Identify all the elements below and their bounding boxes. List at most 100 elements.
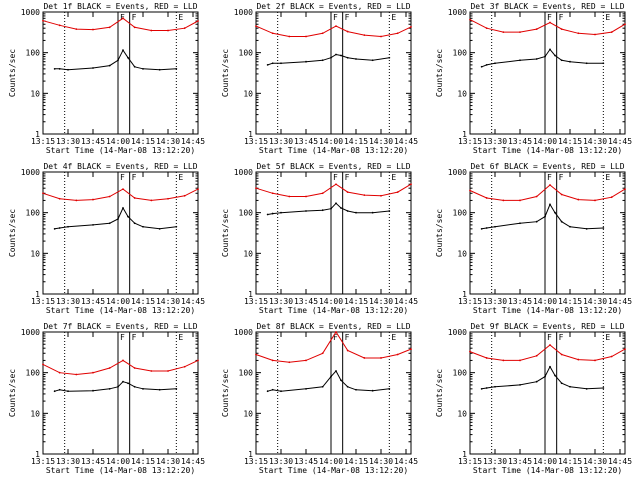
y-tick-label: 100 [26, 49, 41, 58]
marker-label: F [547, 333, 552, 342]
plot-frame [42, 11, 199, 135]
data-point-events [127, 382, 129, 385]
y-tick-label: 1 [248, 290, 253, 299]
marker-label: E [391, 173, 396, 182]
x-tick-label: 14:00 [106, 137, 130, 146]
marker-label: F [547, 173, 552, 182]
data-point-events [266, 390, 269, 393]
data-point-events [371, 59, 374, 62]
x-tick-label: 13:30 [269, 297, 293, 306]
x-tick-label: 14:00 [533, 297, 557, 306]
data-point-events [305, 387, 307, 390]
x-tick-label: 13:30 [56, 297, 80, 306]
data-point-events [108, 387, 111, 390]
data-point-lld [549, 21, 551, 24]
data-point-events [335, 370, 337, 372]
series-line-lld [42, 359, 199, 376]
marker-label: F [559, 333, 564, 342]
marker-label: E [605, 333, 610, 342]
data-point-lld [92, 198, 94, 201]
y-tick-label: 1000 [234, 8, 253, 17]
plot-frame [255, 11, 412, 135]
data-point-lld [363, 34, 366, 37]
x-tick-label: 13:45 [294, 457, 318, 466]
data-point-events [535, 58, 538, 60]
data-point-lld [594, 33, 596, 36]
data-point-lld [485, 197, 488, 199]
data-point-lld [197, 20, 199, 22]
series-line-lld [255, 331, 412, 363]
data-point-events [321, 385, 324, 388]
data-point-lld [167, 370, 169, 372]
series-line-lld [469, 344, 626, 361]
data-point-lld [594, 199, 596, 202]
data-point-lld [519, 359, 521, 362]
series-line-events [54, 49, 177, 71]
x-tick-label: 13:15 [244, 137, 268, 146]
data-point-events [480, 387, 483, 390]
data-point-lld [183, 365, 186, 368]
data-point-events [67, 225, 69, 228]
data-point-lld [305, 35, 307, 38]
data-point-events [494, 225, 496, 228]
data-point-lld [122, 188, 124, 190]
data-point-lld [150, 370, 153, 372]
panel-title: Det 5f BLACK = Events, RED = LLD [256, 162, 410, 171]
x-tick-label: 14:00 [533, 457, 557, 466]
data-point-events [175, 225, 178, 228]
data-point-events [53, 390, 56, 393]
x-tick-label: 14:45 [394, 137, 418, 146]
data-point-events [108, 64, 111, 67]
y-tick-label: 1000 [21, 168, 40, 177]
series-line-lld [255, 25, 412, 38]
marker-label: E [178, 333, 183, 342]
data-point-events [388, 210, 391, 212]
x-axis-label: Start Time (14-Mar-08 13:12:20) [46, 466, 195, 475]
data-point-events [266, 213, 269, 216]
data-point-events [271, 62, 274, 65]
panel-title: Det 8f BLACK = Events, RED = LLD [256, 322, 410, 331]
data-point-events [335, 53, 337, 56]
marker-label: F [333, 173, 338, 182]
data-point-lld [183, 27, 186, 30]
x-tick-label: 13:45 [81, 457, 105, 466]
data-point-events [388, 56, 391, 59]
data-point-lld [535, 354, 538, 357]
data-point-events [53, 227, 56, 230]
data-point-lld [108, 195, 111, 198]
x-tick-label: 13:15 [458, 297, 482, 306]
y-tick-label: 100 [26, 369, 41, 378]
y-tick-label: 1000 [448, 8, 467, 17]
data-point-lld [519, 199, 521, 202]
x-axis-label: Start Time (14-Mar-08 13:12:20) [473, 466, 622, 475]
y-tick-label: 1000 [234, 168, 253, 177]
x-tick-label: 13:15 [31, 457, 55, 466]
x-tick-label: 14:30 [156, 137, 180, 146]
data-point-events [549, 365, 551, 368]
y-tick-label: 1 [462, 290, 467, 299]
data-point-events [340, 379, 342, 382]
data-point-events [58, 227, 61, 229]
data-point-events [549, 48, 551, 51]
data-point-events [67, 390, 69, 393]
data-point-events [127, 56, 129, 59]
x-tick-label: 14:30 [156, 297, 180, 306]
x-tick-label: 13:45 [81, 297, 105, 306]
data-point-lld [610, 196, 613, 199]
panel-det-4: Det 4f BLACK = Events, RED = LLD 1 10 100 10… [8, 162, 205, 315]
data-point-events [585, 227, 588, 230]
data-point-events [92, 224, 94, 226]
series-line-lld [42, 17, 199, 31]
data-point-events [158, 388, 161, 391]
data-point-events [560, 220, 563, 223]
data-point-events [554, 211, 556, 214]
data-point-events [569, 225, 571, 228]
data-point-events [321, 59, 324, 62]
data-point-lld [380, 357, 382, 359]
data-point-events [175, 67, 178, 70]
y-tick-label: 100 [239, 209, 254, 218]
data-point-events [271, 212, 274, 215]
x-tick-label: 14:30 [156, 457, 180, 466]
panel-title: Det 3f BLACK = Events, RED = LLD [470, 2, 624, 11]
data-point-events [480, 65, 483, 68]
